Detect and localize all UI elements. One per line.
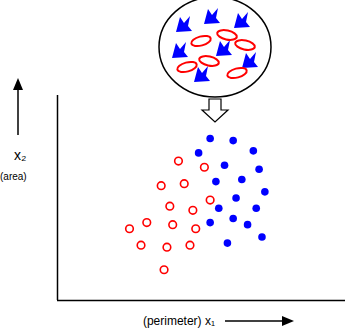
svg-text:x₂: x₂ (14, 147, 26, 163)
svg-text:(area): (area) (0, 171, 27, 182)
svg-text:(perimeter) x₁: (perimeter) x₁ (143, 314, 215, 328)
